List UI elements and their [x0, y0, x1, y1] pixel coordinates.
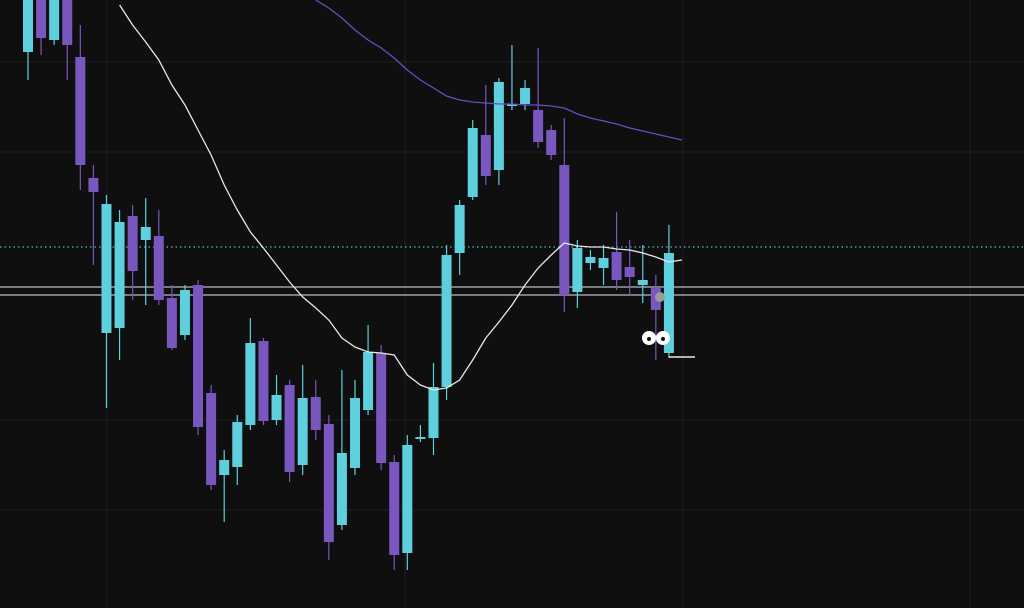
moving-average	[315, 0, 683, 141]
candle-body	[454, 205, 465, 253]
candle-body	[271, 395, 282, 420]
candle-body	[363, 352, 374, 410]
candle-body	[36, 0, 47, 38]
candle-body	[140, 227, 151, 240]
candle-body	[572, 248, 583, 292]
candle-body	[441, 255, 452, 387]
candle-body	[611, 252, 622, 280]
annotations	[642, 292, 695, 358]
candle-body	[114, 222, 125, 328]
candle-body	[153, 236, 164, 300]
moving-average	[119, 4, 683, 391]
emoji-eye	[647, 337, 651, 341]
candle-body	[232, 422, 243, 467]
candle-body	[506, 104, 517, 106]
candle-body	[127, 216, 138, 271]
candle-body	[336, 453, 347, 525]
candle-body	[258, 341, 269, 421]
candle-body	[428, 387, 439, 438]
candle-body	[585, 257, 596, 263]
candle-body	[350, 398, 360, 468]
candle-body	[166, 298, 177, 348]
candle-body	[23, 0, 33, 52]
candle-body	[520, 88, 531, 104]
candle-body	[284, 385, 295, 472]
candle-body	[467, 128, 478, 197]
candle-body	[193, 285, 204, 427]
candle-body	[559, 165, 570, 295]
candle-body	[88, 178, 99, 192]
candle-body	[415, 437, 426, 439]
candle-body	[546, 130, 557, 155]
candle-body	[376, 353, 387, 463]
candle-body	[101, 204, 112, 333]
event-icon[interactable]	[655, 292, 665, 302]
candle-body	[219, 460, 230, 475]
candle-body	[480, 135, 491, 176]
candle-body	[598, 258, 609, 268]
candle-body	[75, 57, 86, 165]
emoji-eye	[661, 337, 665, 341]
candle-body	[533, 110, 544, 142]
candle-body	[402, 445, 413, 553]
candle-body	[323, 424, 334, 542]
candle-body	[493, 82, 504, 170]
candle-body	[310, 397, 321, 430]
candle-body	[206, 393, 217, 485]
candle-body	[663, 253, 674, 353]
candle-body	[637, 280, 648, 285]
plot	[0, 0, 1024, 570]
candle-body	[624, 267, 635, 277]
candle-body	[245, 343, 256, 425]
candle-body	[49, 0, 60, 40]
candle-body	[179, 290, 190, 335]
candle-body	[389, 462, 400, 555]
candle-body	[62, 0, 73, 45]
candle-body	[297, 398, 308, 465]
